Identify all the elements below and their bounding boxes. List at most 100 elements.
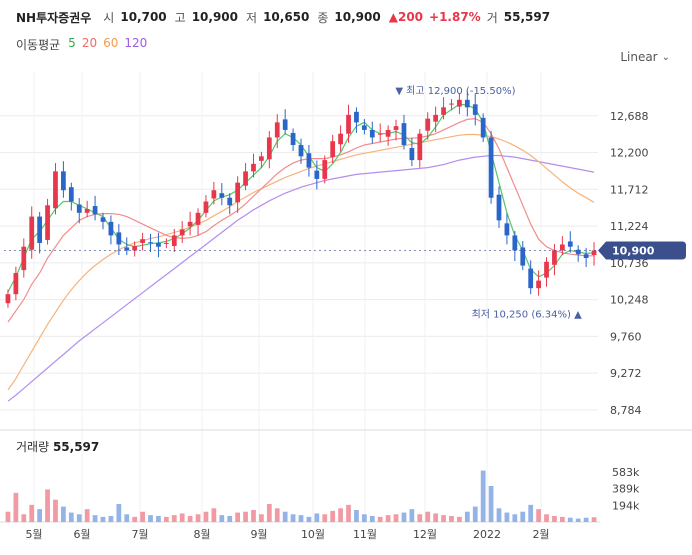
volume-bar	[266, 504, 272, 522]
candle-body	[306, 153, 312, 168]
volume-bar	[187, 516, 193, 522]
volume-bar	[84, 509, 90, 522]
volume-bar	[274, 508, 280, 522]
volume-bar	[156, 516, 161, 522]
ma-legend-item-5[interactable]: 5	[68, 36, 76, 50]
candle-body	[575, 249, 581, 255]
volume-bar	[227, 516, 233, 522]
scale-selector[interactable]: Linear ⌄	[620, 50, 670, 64]
candle-body	[346, 114, 351, 134]
volume-bar	[504, 512, 510, 522]
volume-bar	[457, 516, 462, 522]
max-price-annotation: ▼ 최고 12,900 (-15.50%)	[395, 85, 515, 97]
candle-body	[148, 242, 153, 244]
candle-body	[512, 235, 518, 251]
volume-bar	[354, 510, 359, 522]
volume-bar	[306, 516, 312, 522]
volume-bar	[583, 517, 589, 522]
volume-bar	[488, 486, 494, 522]
time-tick-label: 8월	[193, 528, 210, 541]
high-value: 10,900	[191, 10, 239, 24]
ma-legend[interactable]: 이동평균 5 20 60 120	[16, 36, 147, 53]
time-tick-label: 2022	[473, 528, 501, 541]
volume-bar	[61, 506, 66, 522]
volume-tick-label: 194k	[612, 499, 640, 512]
time-tick-label: 5월	[25, 528, 42, 541]
low-label: 저	[246, 10, 258, 25]
candle-body	[409, 148, 415, 161]
volume-label: 거	[486, 10, 498, 25]
volume-bar	[282, 511, 288, 522]
volume-bar	[544, 514, 549, 522]
volume-bar	[298, 515, 304, 522]
volume-bar	[377, 516, 383, 522]
scale-mode: Linear	[620, 50, 658, 64]
price-tick-label: 11,712	[610, 183, 649, 196]
open-label: 시	[103, 10, 115, 25]
candle-body	[92, 206, 98, 215]
volume-bar	[37, 509, 43, 522]
candle-body	[163, 242, 169, 244]
volume-bar	[148, 515, 153, 522]
volume-bar	[441, 515, 446, 522]
candle-body	[37, 216, 43, 243]
candle-body	[385, 129, 391, 137]
volume-bar	[140, 511, 145, 522]
ma-legend-item-20[interactable]: 20	[81, 36, 98, 50]
candle-body	[274, 122, 280, 138]
candle-body	[195, 212, 201, 225]
volume-bar	[369, 516, 375, 522]
candle-body	[528, 268, 534, 289]
candle-body	[377, 133, 383, 135]
volume-tick-label: 583k	[612, 466, 640, 479]
candle-body	[504, 223, 510, 236]
candle-body	[536, 280, 541, 289]
candle-body	[259, 156, 264, 161]
candle-body	[282, 119, 288, 130]
chevron-down-icon: ⌄	[661, 51, 670, 63]
volume-bar	[401, 512, 407, 522]
candle-body	[84, 209, 90, 213]
volume-bar	[559, 516, 565, 522]
candle-body	[417, 133, 423, 161]
candle-body	[496, 194, 502, 221]
current-price-tag	[598, 241, 686, 260]
price-tick-label: 12,200	[610, 147, 649, 160]
volume-bar	[132, 516, 138, 522]
current-price-label: 10,900	[612, 244, 655, 257]
ma120-line	[7, 154, 595, 402]
ma-legend-item-120[interactable]: 120	[124, 36, 148, 50]
price-tick-label: 12,688	[610, 110, 649, 123]
candle-body	[322, 160, 328, 179]
candle-body	[124, 247, 130, 251]
volume-bar	[219, 515, 225, 522]
volume-tick-label: 389k	[612, 483, 640, 496]
candle-body	[53, 171, 58, 209]
volume-value: 55,597	[503, 10, 551, 24]
close-label: 종	[317, 10, 329, 25]
candle-body	[179, 229, 185, 236]
candle-body	[583, 254, 589, 259]
volume-bar	[567, 517, 573, 522]
candle-body	[219, 193, 225, 198]
candle-body	[480, 117, 486, 138]
candle-body	[369, 129, 375, 138]
volume-bar	[464, 511, 470, 522]
candle-body	[472, 104, 478, 115]
volume-bar	[235, 512, 241, 522]
candle-body	[156, 242, 161, 247]
volume-panel-label: 거래량 55,597	[16, 438, 99, 455]
time-tick-label: 10월	[301, 528, 325, 541]
close-value: 10,900	[334, 10, 381, 24]
price-tick-label: 10,248	[610, 294, 649, 307]
volume-bar	[203, 511, 209, 522]
candle-body	[401, 123, 407, 145]
volume-bar	[512, 514, 518, 522]
candle-body	[61, 171, 66, 191]
volume-panel-title: 거래량	[16, 440, 50, 454]
time-tick-label: 6월	[73, 528, 90, 541]
time-tick-label: 7월	[131, 528, 148, 541]
ma-legend-item-60[interactable]: 60	[103, 36, 119, 50]
price-tick-label: 9,760	[610, 330, 642, 343]
